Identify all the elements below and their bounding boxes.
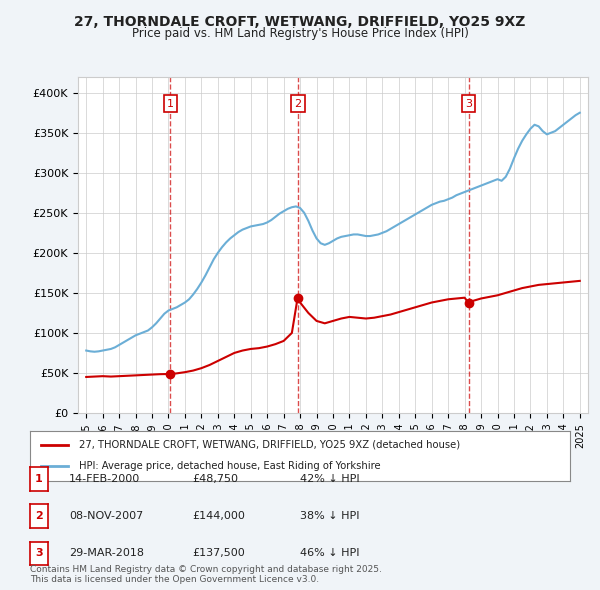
Text: 1: 1 bbox=[167, 99, 174, 109]
Text: HPI: Average price, detached house, East Riding of Yorkshire: HPI: Average price, detached house, East… bbox=[79, 461, 380, 471]
Text: 3: 3 bbox=[465, 99, 472, 109]
Text: 3: 3 bbox=[35, 549, 43, 558]
Text: 2: 2 bbox=[294, 99, 301, 109]
Text: £48,750: £48,750 bbox=[192, 474, 238, 484]
Text: 14-FEB-2000: 14-FEB-2000 bbox=[69, 474, 140, 484]
Text: 27, THORNDALE CROFT, WETWANG, DRIFFIELD, YO25 9XZ (detached house): 27, THORNDALE CROFT, WETWANG, DRIFFIELD,… bbox=[79, 440, 460, 450]
Text: 38% ↓ HPI: 38% ↓ HPI bbox=[300, 512, 359, 521]
Text: 42% ↓ HPI: 42% ↓ HPI bbox=[300, 474, 359, 484]
Text: £144,000: £144,000 bbox=[192, 512, 245, 521]
Text: Contains HM Land Registry data © Crown copyright and database right 2025.
This d: Contains HM Land Registry data © Crown c… bbox=[30, 565, 382, 584]
Text: £137,500: £137,500 bbox=[192, 549, 245, 558]
Text: 27, THORNDALE CROFT, WETWANG, DRIFFIELD, YO25 9XZ: 27, THORNDALE CROFT, WETWANG, DRIFFIELD,… bbox=[74, 15, 526, 29]
Text: 1: 1 bbox=[35, 474, 43, 484]
Text: Price paid vs. HM Land Registry's House Price Index (HPI): Price paid vs. HM Land Registry's House … bbox=[131, 27, 469, 40]
Text: 08-NOV-2007: 08-NOV-2007 bbox=[69, 512, 143, 521]
Text: 46% ↓ HPI: 46% ↓ HPI bbox=[300, 549, 359, 558]
Text: 2: 2 bbox=[35, 512, 43, 521]
Text: 29-MAR-2018: 29-MAR-2018 bbox=[69, 549, 144, 558]
